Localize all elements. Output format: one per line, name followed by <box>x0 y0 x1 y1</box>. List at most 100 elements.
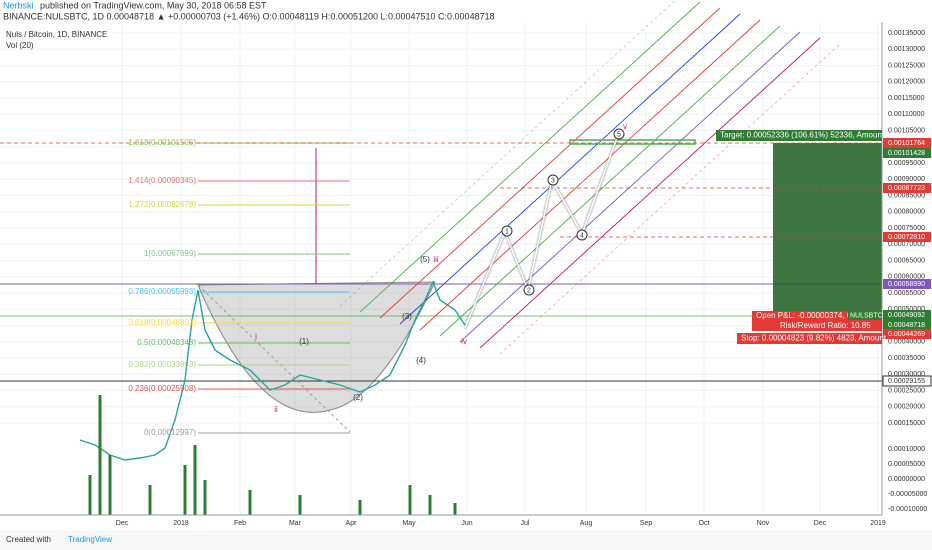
projection-circle <box>576 229 588 241</box>
grid <box>0 22 882 515</box>
fork-line <box>399 13 741 325</box>
fork-line <box>459 31 801 343</box>
fib-retracement <box>198 142 350 434</box>
symbol-legend: Nuls / Bitcoin, 1D, BINANCE <box>6 30 107 39</box>
symbol-box <box>848 311 882 320</box>
fib-label: 0.382(0.00033893) <box>128 360 196 369</box>
wave-label: (3) <box>402 312 412 321</box>
fork-line <box>359 1 701 313</box>
time-tick-label: 2019 <box>870 520 886 527</box>
published: published on TradingView.com, May 30, 20… <box>40 0 267 10</box>
price-badge <box>882 375 932 387</box>
price-badge-label: 0.00087723 <box>888 185 925 192</box>
fork-line <box>419 19 761 331</box>
fork-line <box>499 43 841 355</box>
price-badge <box>883 232 931 242</box>
price-tick-label: 0.00080000 <box>888 209 925 216</box>
projection-label: 2 <box>527 287 531 294</box>
symbol-label: NULSBTC <box>850 312 883 319</box>
stop-label: Stop: 0.00004823 (9.82%) 4823, Amount <box>741 334 887 343</box>
price-tick-label: 0.00020000 <box>888 404 925 411</box>
projection-circle <box>547 174 559 186</box>
price-line <box>79 280 466 461</box>
price-badge <box>883 310 931 320</box>
fib-trend <box>197 284 351 433</box>
cup <box>197 281 436 413</box>
time-tick-label: Dec <box>116 520 129 527</box>
target-label: Target: 0.00052336 (106.61%) 52336, Amou… <box>720 131 885 140</box>
price-badge <box>883 279 931 289</box>
price-badge <box>883 138 931 148</box>
fib-label: 1.272(0.00082578) <box>128 200 196 209</box>
wave-label: v <box>623 122 627 131</box>
price-tick-label: 0.00060000 <box>888 274 925 281</box>
time-tick-label: 2018 <box>173 520 189 527</box>
fib-label: 0.618(0.00046803) <box>128 318 196 327</box>
price-tick-label: 0.00055000 <box>888 290 925 297</box>
price-badge <box>883 183 931 193</box>
time-tick-label: Sep <box>640 520 653 527</box>
price-tick-label: 0.00065000 <box>888 257 925 264</box>
price-badge-label: 0.00072810 <box>888 234 925 241</box>
fib-label: 1.414(0.00090345) <box>128 176 196 185</box>
price-tick-label: 0.00120000 <box>888 79 925 86</box>
fork-line <box>439 25 781 337</box>
price-badge <box>883 320 931 330</box>
time-tick-label: Jun <box>461 520 472 527</box>
fib-label: 1(0.00067699) <box>144 249 196 258</box>
time-tick-label: May <box>402 520 416 527</box>
projection-label: 5 <box>617 131 621 138</box>
projection-circle <box>501 225 513 237</box>
price-tick-label: 0.00125000 <box>888 62 925 69</box>
wave-label: i <box>255 332 257 341</box>
time-tick-label: Jul <box>521 520 530 527</box>
target-zone <box>773 143 882 315</box>
fork-line <box>339 0 676 307</box>
stop-box <box>737 333 882 344</box>
price-tick-label: 0.00095000 <box>888 160 925 167</box>
price-badge <box>883 148 931 158</box>
footer-bar <box>0 530 932 550</box>
wave-label: (2) <box>353 393 363 402</box>
time-tick-label: Apr <box>346 520 358 527</box>
price-badge-label: 0.00101764 <box>888 140 925 147</box>
fork-line <box>479 37 821 349</box>
price-tick-label: 0.00130000 <box>888 46 925 53</box>
price-badge-label: 0.00044269 <box>888 331 925 338</box>
fib-label: 0(0.00012997) <box>144 428 196 437</box>
price-tick-label: 0.00030000 <box>888 371 925 378</box>
fib-label: 1.618(0.00101505) <box>128 138 196 147</box>
wave-label: (5) <box>420 255 430 264</box>
fib-label: 0.786(0.00055993) <box>128 287 196 296</box>
price-tick-label: 0.00090000 <box>888 176 925 183</box>
volume-tick-label: -0.00010000 <box>888 506 927 513</box>
wave-label: ii <box>274 405 278 414</box>
price-badge-label: 0.00058990 <box>888 281 925 288</box>
wave-label: (1) <box>299 337 309 346</box>
time-tick-label: Feb <box>234 520 246 527</box>
wave-projection <box>464 134 619 329</box>
price-badge-label: 0.00048718 <box>888 322 925 329</box>
price-tick-label: 0.00085000 <box>888 192 925 199</box>
projection-label: 3 <box>551 177 555 184</box>
price-tick-label: 0.00110000 <box>888 111 925 118</box>
price-badge-label: 0.00101428 <box>888 150 925 157</box>
fib-label: 0.5(0.00040348) <box>137 338 196 347</box>
price-tick-label: 0.00015000 <box>888 420 925 427</box>
volume-bars <box>88 395 457 515</box>
publisher: Nerbski <box>3 0 34 10</box>
time-tick-label: Nov <box>757 520 770 527</box>
pitchfork <box>339 0 841 355</box>
price-badge-label: 0.00029155 <box>888 378 925 385</box>
volume-tick-label: 0.00010000 <box>888 446 925 453</box>
price-tick-label: 0.00075000 <box>888 225 925 232</box>
labels: 0.00135000 0.00130000 0.00125000 0.00120000… <box>116 30 932 527</box>
volume-legend: Vol (20) <box>6 41 34 50</box>
time-tick-label: Aug <box>580 520 593 527</box>
projection-label: 4 <box>580 232 584 239</box>
wave-label: (4) <box>416 356 426 365</box>
footer-brand: TradingView <box>68 535 112 544</box>
projection-circle <box>613 128 625 140</box>
rr-label: Risk/Reward Ratio: 10.85 <box>780 321 871 330</box>
